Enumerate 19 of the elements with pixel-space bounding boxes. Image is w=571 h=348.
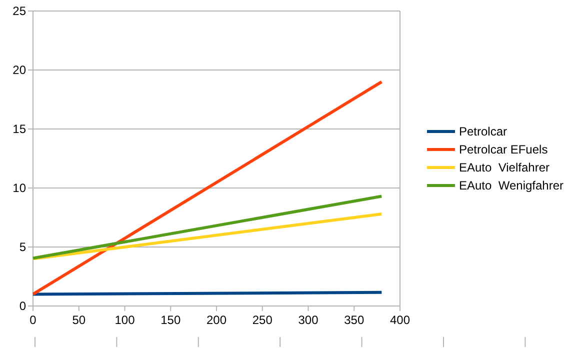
x-tick-label: 300	[298, 313, 319, 327]
y-tick-label: 15	[12, 122, 26, 136]
y-tick-label: 25	[12, 4, 26, 18]
legend-label: Petrolcar	[459, 124, 508, 139]
legend-label: Petrolcar EFuels	[459, 142, 548, 157]
x-tick-label: 50	[72, 313, 86, 327]
x-tick-label: 350	[344, 313, 364, 327]
legend-label: EAuto Wenigfahrer	[459, 178, 564, 193]
y-tick-label: 20	[12, 63, 26, 78]
x-tick-label: 100	[114, 313, 136, 327]
legend-label: EAuto Vielfahrer	[459, 160, 550, 175]
y-tick-label: 0	[19, 299, 26, 314]
x-tick-label: 0	[30, 313, 37, 327]
x-tick-label: 400	[390, 313, 410, 327]
x-tick-label: 200	[206, 313, 227, 327]
y-tick-label: 10	[12, 181, 26, 196]
x-tick-label: 150	[160, 313, 181, 327]
y-tick-label: 5	[19, 240, 26, 254]
x-tick-label: 250	[252, 313, 273, 327]
